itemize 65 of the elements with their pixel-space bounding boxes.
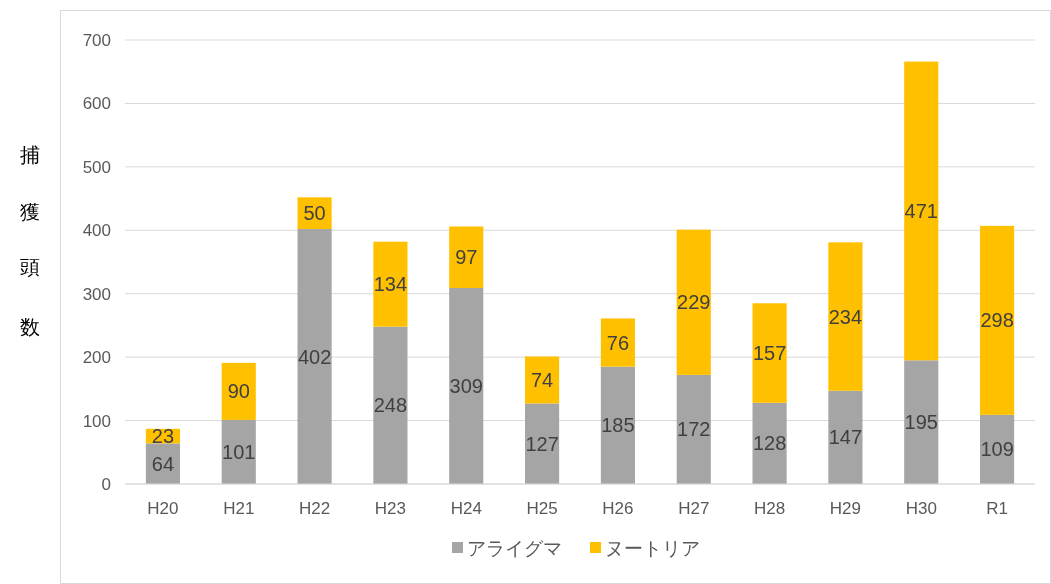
data-label: 195 bbox=[904, 411, 938, 434]
bar bbox=[221, 362, 256, 420]
data-label: 471 bbox=[904, 199, 938, 222]
y-tick-label: 400 bbox=[82, 221, 111, 241]
x-tick-label: H21 bbox=[223, 499, 255, 518]
bar bbox=[525, 403, 560, 484]
y-tick-label: 100 bbox=[82, 411, 111, 431]
data-label: 309 bbox=[449, 375, 483, 397]
data-label: 402 bbox=[297, 345, 332, 368]
data-label: 101 bbox=[222, 440, 256, 463]
data-label: 134 bbox=[373, 273, 408, 296]
data-label: 23 bbox=[151, 425, 175, 448]
bar bbox=[828, 242, 863, 391]
data-label: 185 bbox=[601, 414, 635, 437]
x-tick-label: H22 bbox=[298, 499, 331, 518]
y-tick-label: 0 bbox=[101, 475, 111, 494]
bar bbox=[828, 390, 863, 484]
bar bbox=[449, 288, 484, 484]
data-label: 74 bbox=[530, 368, 554, 391]
data-label: 97 bbox=[455, 246, 478, 269]
data-label: 234 bbox=[828, 305, 863, 328]
data-label: 76 bbox=[606, 331, 630, 354]
bar bbox=[752, 303, 787, 403]
data-label: 248 bbox=[373, 394, 408, 417]
y-tick-label: 300 bbox=[82, 284, 111, 304]
data-label: 229 bbox=[677, 291, 711, 314]
bar bbox=[904, 360, 939, 484]
x-tick-label: H23 bbox=[374, 499, 407, 518]
data-label: 50 bbox=[303, 202, 326, 225]
legend-label: ヌートリア bbox=[605, 538, 700, 559]
data-label: 147 bbox=[828, 426, 863, 449]
x-tick-label: H29 bbox=[829, 499, 862, 518]
bar bbox=[600, 366, 635, 484]
bar bbox=[676, 229, 711, 375]
bar bbox=[373, 326, 408, 484]
x-tick-label: H28 bbox=[753, 499, 786, 518]
x-tick-label: H26 bbox=[602, 499, 634, 518]
bar bbox=[449, 226, 484, 289]
x-tick-label: H24 bbox=[450, 499, 482, 518]
bar bbox=[676, 374, 711, 484]
x-tick-label: H20 bbox=[147, 499, 179, 518]
data-label: 64 bbox=[151, 452, 175, 475]
x-tick-label: H25 bbox=[526, 499, 558, 518]
legend-label: アライグマ bbox=[467, 538, 562, 559]
data-label: 298 bbox=[980, 309, 1014, 332]
y-axis-title: 捕獲頭数 bbox=[19, 128, 41, 360]
y-tick-label: 600 bbox=[82, 94, 111, 114]
y-tick-label: 700 bbox=[82, 31, 111, 50]
data-label: 172 bbox=[677, 418, 711, 441]
data-label: 128 bbox=[752, 432, 787, 455]
x-tick-label: R1 bbox=[986, 499, 1008, 518]
bar bbox=[297, 229, 332, 484]
bar bbox=[904, 61, 939, 361]
data-label: 157 bbox=[752, 342, 787, 365]
y-tick-label: 500 bbox=[82, 157, 111, 177]
data-label: 127 bbox=[525, 432, 559, 455]
bar bbox=[600, 318, 635, 367]
y-tick-label: 200 bbox=[82, 348, 111, 368]
x-tick-label: H27 bbox=[678, 499, 710, 518]
x-tick-label: H30 bbox=[905, 499, 937, 518]
data-label: 109 bbox=[980, 438, 1014, 461]
bar bbox=[373, 241, 408, 327]
bar bbox=[980, 225, 1015, 415]
data-label: 90 bbox=[227, 380, 250, 403]
bar bbox=[752, 402, 787, 484]
